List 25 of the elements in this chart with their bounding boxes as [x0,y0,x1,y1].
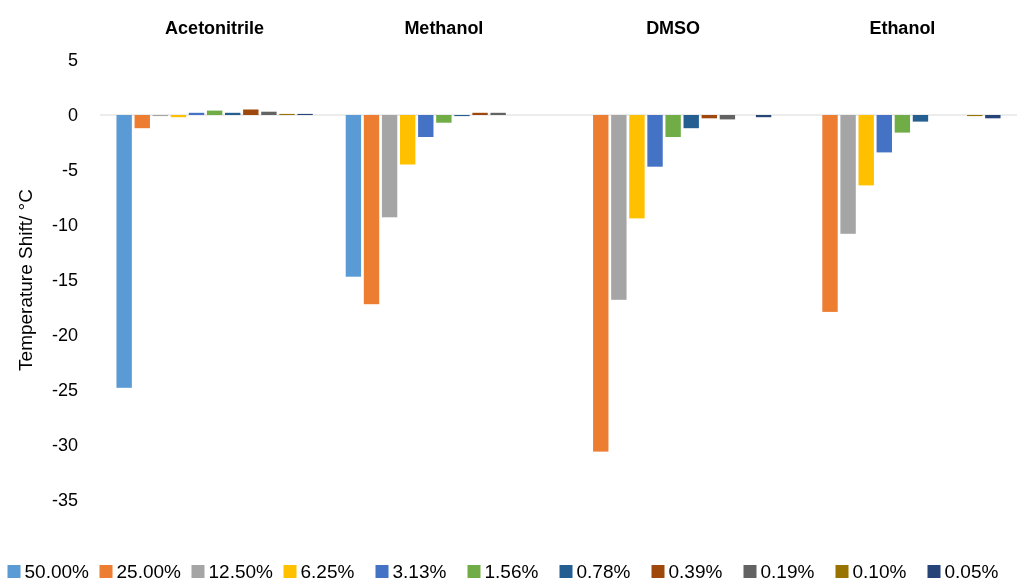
legend-label: 0.19% [760,561,815,582]
legend-label: 0.78% [576,561,631,582]
y-tick-label: -10 [51,215,78,236]
y-axis-title: Temperature Shift/ °C [15,189,36,371]
x-tick-label: Methanol [404,18,484,39]
legend-label: 12.50% [208,561,274,582]
legend-label: 25.00% [116,561,182,582]
y-tick-label: 5 [67,50,78,71]
y-tick-label: -20 [51,325,78,346]
legend-label: 3.13% [392,561,447,582]
y-tick-label: -25 [51,380,78,401]
y-tick-label: -35 [51,490,78,511]
legend-label: 1.56% [484,561,539,582]
x-tick-label: Ethanol [869,18,936,39]
y-tick-label: 0 [67,105,78,126]
legend-label: 6.25% [300,561,355,582]
legend-label: 0.39% [668,561,723,582]
legend-label: 0.10% [852,561,907,582]
legend-label: 0.05% [944,561,999,582]
y-tick-label: -5 [61,160,78,181]
legend-label: 50.00% [24,561,90,582]
y-tick-label: -15 [51,270,78,291]
x-tick-label: DMSO [646,18,701,39]
x-tick-label: Acetonitrile [165,18,265,39]
y-tick-label: -30 [51,435,78,456]
